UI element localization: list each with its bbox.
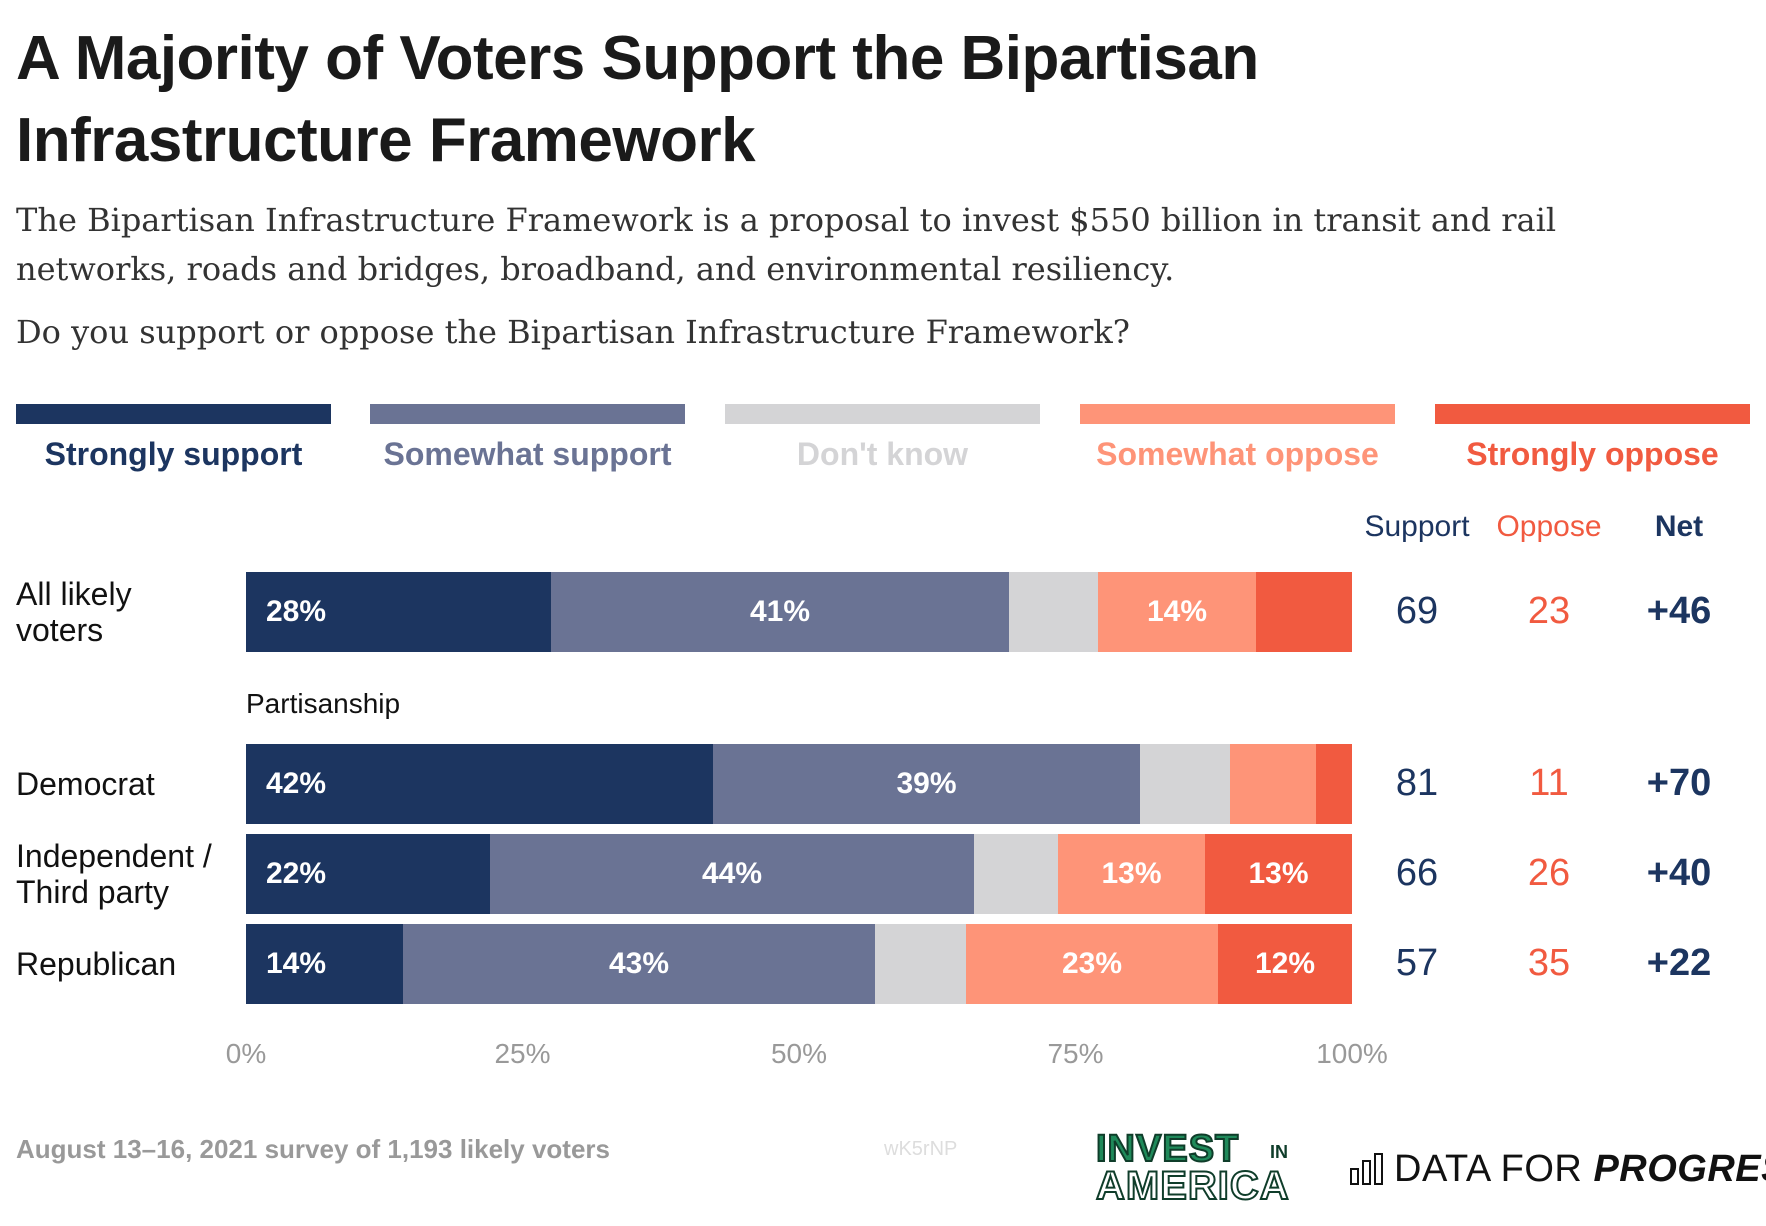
x-tick-label: 100% (1316, 1038, 1388, 1069)
column-header-support: Support (1364, 510, 1470, 543)
data-for-progress-logo: DATA FOR PROGRESS (1350, 1144, 1766, 1194)
survey-question: Do you support or oppose the Bipartisan … (16, 313, 1130, 351)
support-value: 57 (1395, 942, 1439, 984)
bar-row: 14% 43% 23% 12% (246, 924, 1352, 1004)
oppose-value: 23 (1527, 590, 1571, 632)
legend-item: Strongly oppose (1435, 404, 1750, 473)
legend-label: Don't know (796, 436, 969, 472)
bar-segment-strongly-oppose: 13% (1205, 834, 1352, 914)
legend-item: Somewhat oppose (1080, 404, 1395, 473)
bar-row: 42% 39% (246, 744, 1352, 824)
legend-item: Don't know (725, 404, 1040, 473)
bar-segment-somewhat-oppose: 23% (966, 924, 1218, 1004)
legend-swatch (1435, 404, 1750, 424)
chart-title: A Majority of Voters Support the Biparti… (16, 24, 1259, 175)
row-label-line: Independent / (16, 838, 212, 874)
bar-segment-strongly-support: 14% (246, 924, 403, 1004)
watermark: wK5rNP (884, 1138, 958, 1160)
bar-segment-strongly-oppose (1316, 744, 1352, 824)
legend-item: Strongly support (16, 404, 331, 473)
bar-segment-strongly-oppose (1256, 572, 1352, 652)
net-value: +22 (1646, 942, 1712, 984)
bar-row: 22% 44% 13% 13% (246, 834, 1352, 914)
logo-in-text: IN (1270, 1142, 1288, 1162)
source-note: August 13–16, 2021 survey of 1,193 likel… (16, 1134, 611, 1164)
legend-label: Strongly oppose (1466, 436, 1719, 472)
bar-segment-don-t-know (974, 834, 1058, 914)
bar-segment-somewhat-support: 39% (713, 744, 1140, 824)
bar-segment-don-t-know (1009, 572, 1098, 652)
net-value: +46 (1646, 590, 1712, 632)
chart-subtitle: The Bipartisan Infrastructure Framework … (16, 201, 1557, 288)
legend-item: Somewhat support (370, 404, 685, 473)
legend-label: Strongly support (44, 436, 303, 472)
row-label-line: All likely (16, 576, 132, 612)
logo-dfp-prefix: DATA FOR (1394, 1147, 1594, 1190)
group-label-partisanship: Partisanship (246, 688, 401, 719)
legend-label: Somewhat oppose (1096, 436, 1379, 472)
oppose-value: 11 (1529, 762, 1569, 804)
row-label-line: Third party (16, 874, 169, 910)
bar-segment-strongly-support: 28% (246, 572, 551, 652)
bar-segment-strongly-oppose: 12% (1218, 924, 1352, 1004)
bar-segment-somewhat-support: 41% (551, 572, 1009, 652)
legend-swatch (16, 404, 331, 424)
logo-america-text: AMERICA (1095, 1163, 1290, 1209)
bar-segment-somewhat-oppose: 14% (1098, 572, 1256, 652)
x-tick-label: 75% (1047, 1038, 1104, 1069)
oppose-value: 26 (1527, 852, 1571, 894)
logo-dfp-text: DATA FOR PROGRESS (1394, 1148, 1766, 1191)
bar-segment-somewhat-support: 44% (490, 834, 974, 914)
row-label-line: Republican (16, 946, 177, 982)
legend-swatch (370, 404, 685, 424)
row-label-line: voters (16, 612, 104, 648)
row-label: Independent / Third party (16, 838, 212, 910)
column-header-net: Net (1654, 510, 1704, 543)
net-value: +40 (1646, 852, 1712, 894)
invest-in-america-logo: INVEST IN AMERICA (1095, 1127, 1310, 1209)
logo-dfp-bold: PROGRESS (1593, 1147, 1766, 1190)
bar-segment-don-t-know (875, 924, 966, 1004)
x-tick-label: 0% (225, 1038, 267, 1069)
row-label: Democrat (16, 766, 155, 802)
column-header-oppose: Oppose (1496, 510, 1602, 543)
legend-swatch (725, 404, 1040, 424)
row-label: All likely voters (16, 576, 132, 648)
legend-label: Somewhat support (383, 436, 672, 472)
support-value: 66 (1395, 852, 1439, 894)
row-label-line: Democrat (16, 766, 155, 802)
bar-segment-strongly-support: 42% (246, 744, 713, 824)
net-value: +70 (1646, 762, 1712, 804)
row-label: Republican (16, 946, 176, 982)
bar-segment-somewhat-support: 43% (403, 924, 875, 1004)
logo-invest-text: INVEST (1095, 1127, 1240, 1171)
bar-segment-strongly-support: 22% (246, 834, 490, 914)
bar-segment-somewhat-oppose (1230, 744, 1316, 824)
support-value: 69 (1395, 590, 1439, 632)
bar-chart-icon (1350, 1153, 1383, 1185)
support-value: 81 (1395, 762, 1439, 804)
bar-segment-somewhat-oppose: 13% (1058, 834, 1205, 914)
bar-segment-don-t-know (1140, 744, 1230, 824)
oppose-value: 35 (1527, 942, 1571, 984)
x-tick-label: 25% (494, 1038, 551, 1069)
legend-swatch (1080, 404, 1395, 424)
x-tick-label: 50% (770, 1038, 828, 1069)
bar-row: 28% 41% 14% (246, 572, 1352, 652)
